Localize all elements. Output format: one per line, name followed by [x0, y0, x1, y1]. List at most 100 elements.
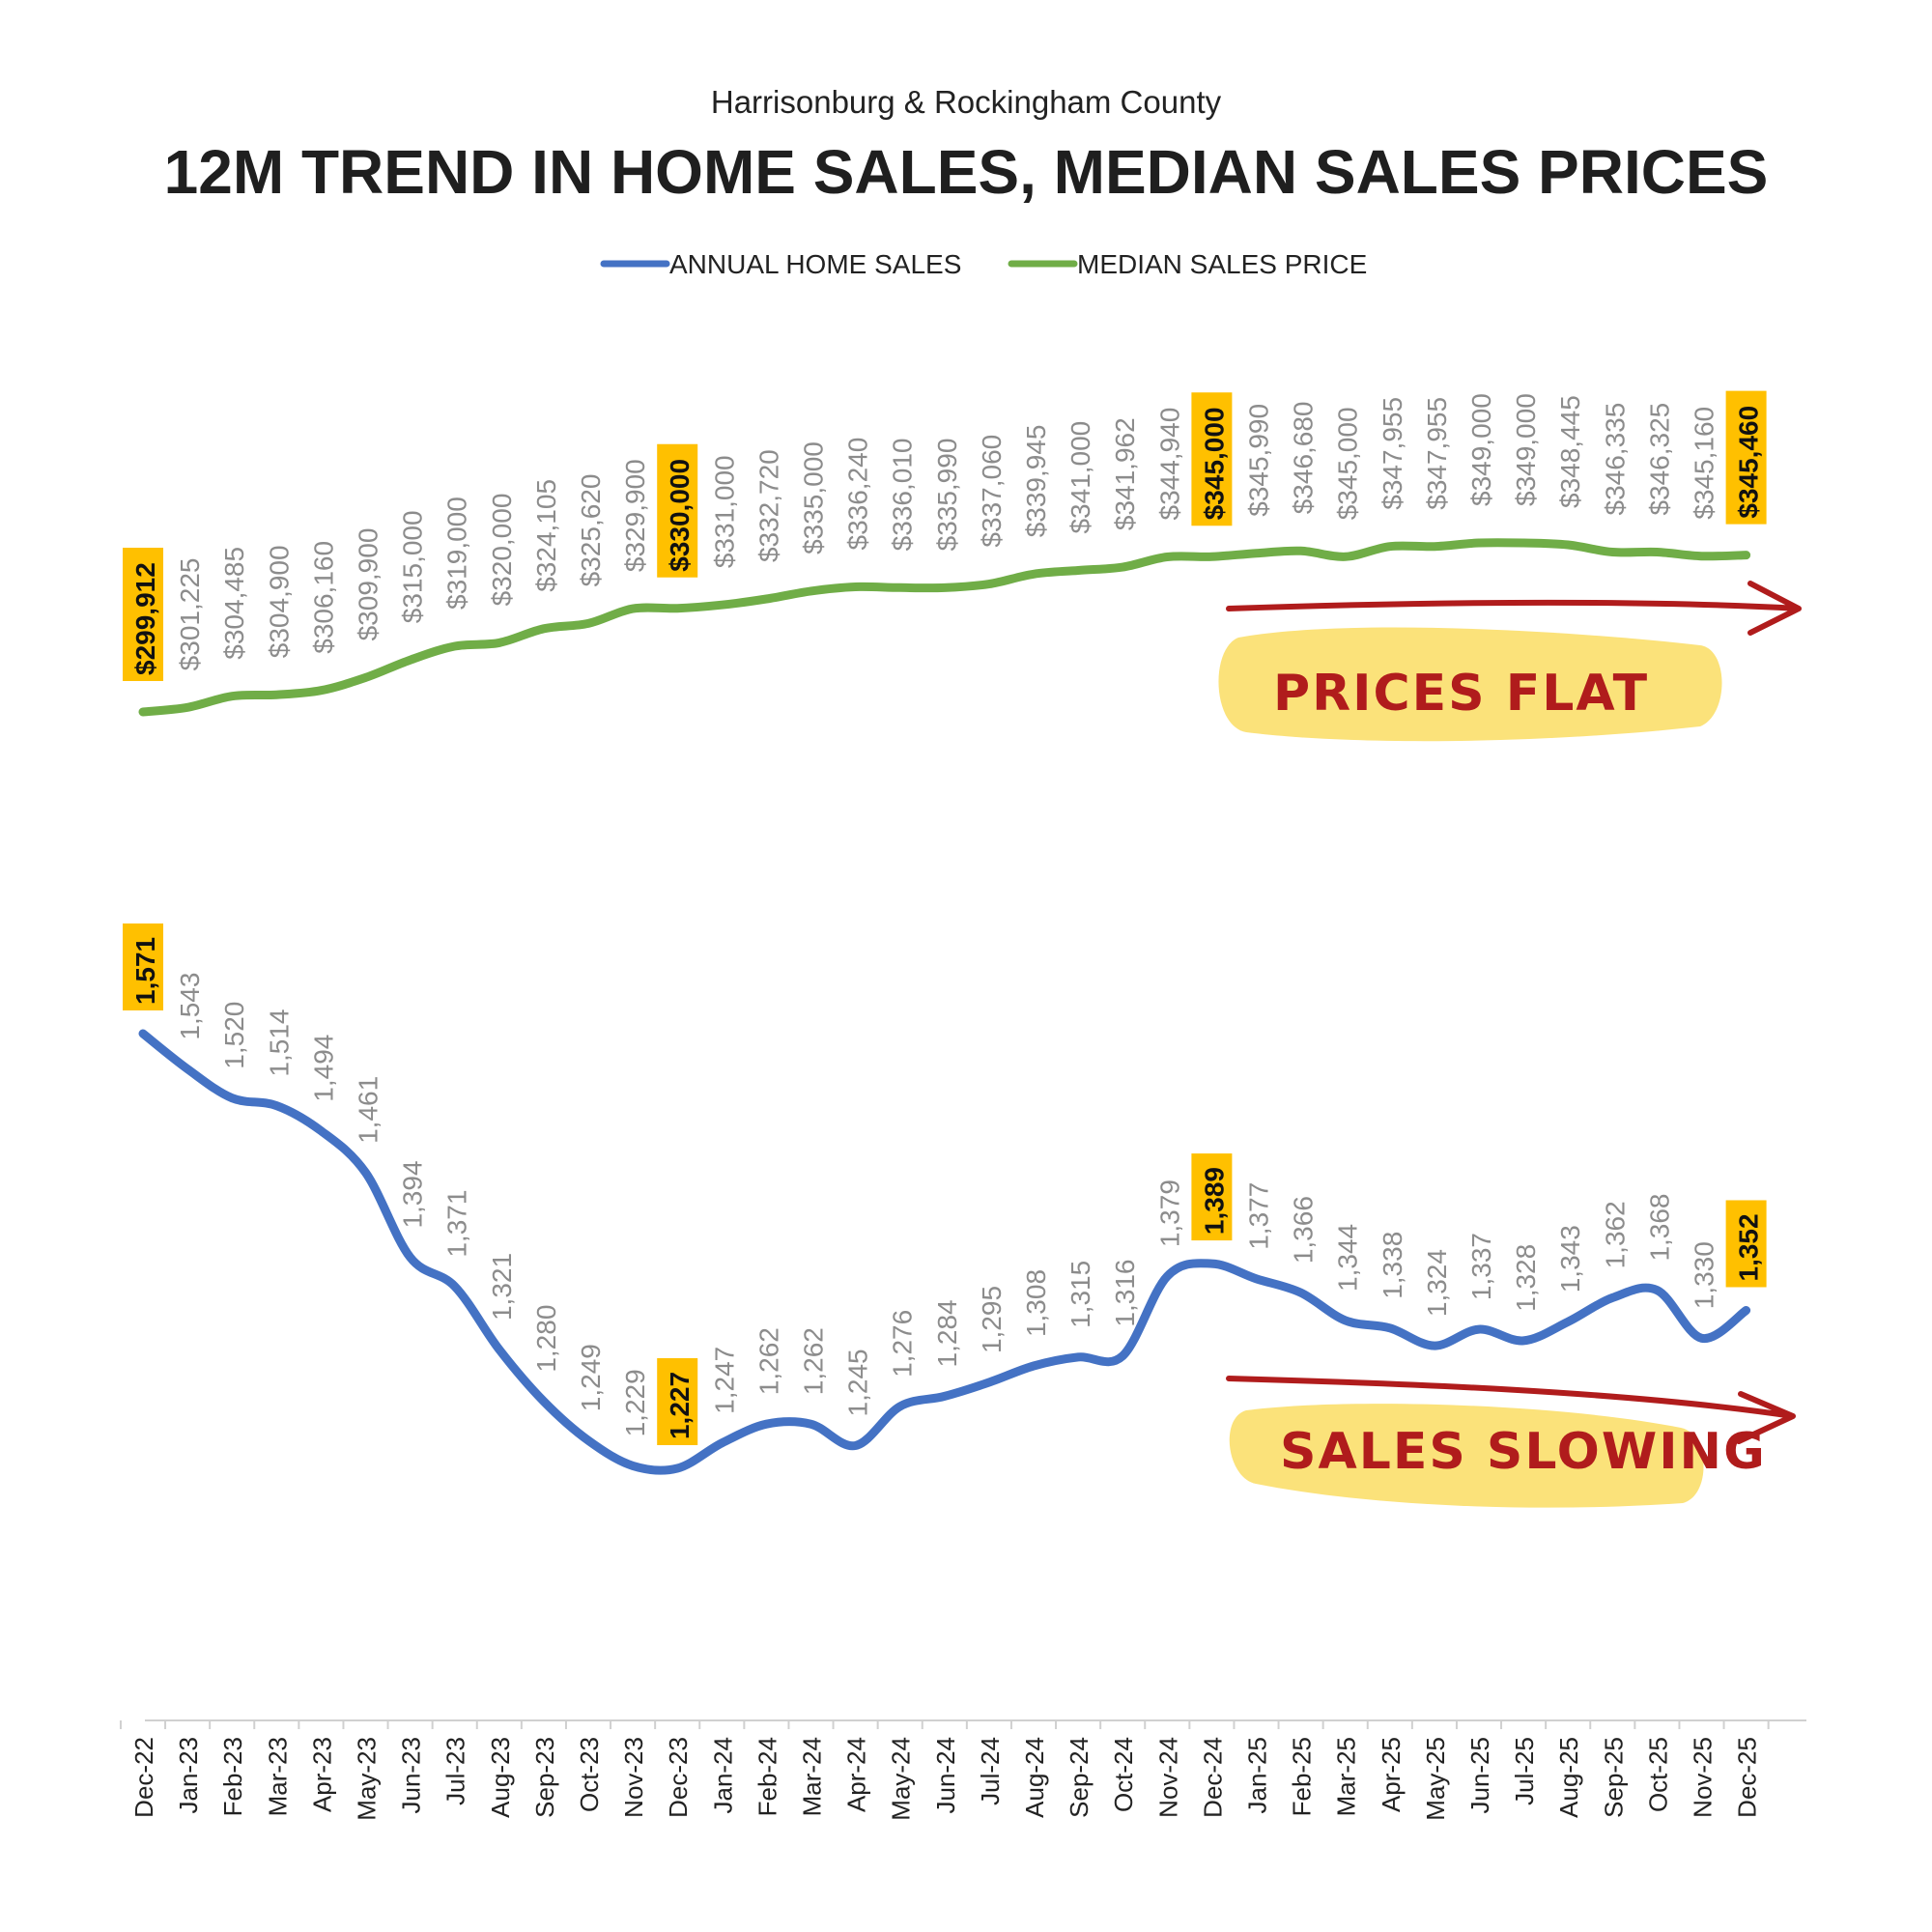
price-data-label: $301,225: [175, 558, 205, 671]
price-data-label: $345,160: [1690, 407, 1719, 520]
x-tick-label: Sep-24: [1065, 1737, 1094, 1818]
annotation-sales-text: SALES SLOWING: [1280, 1423, 1767, 1481]
legend-item-price: MEDIAN SALES PRICE: [1008, 249, 1367, 279]
price-data-label: $346,335: [1600, 403, 1630, 516]
price-data-label: $329,900: [620, 459, 650, 572]
x-tick-label: Nov-25: [1689, 1737, 1718, 1818]
price-data-label: $315,000: [398, 510, 428, 623]
x-tick-label: Jan-25: [1243, 1737, 1272, 1814]
sales-label-highlight: [657, 1358, 698, 1445]
x-tick-label: May-24: [887, 1737, 916, 1821]
sales-data-label: 1,324: [1422, 1249, 1452, 1317]
sales-label-highlight: [123, 923, 163, 1010]
x-tick-label: Nov-23: [619, 1737, 648, 1818]
x-tick-label: Aug-23: [486, 1737, 515, 1818]
x-tick-label: Apr-24: [842, 1737, 871, 1812]
price-data-label: $345,000: [1333, 407, 1363, 520]
x-tick-label: Jul-24: [976, 1737, 1005, 1805]
sales-data-label: 1,295: [977, 1286, 1007, 1353]
price-data-label: $299,912: [130, 562, 160, 675]
price-data-label: $347,955: [1378, 397, 1407, 510]
x-tick-label: Oct-24: [1109, 1737, 1138, 1812]
x-tick-label: Sep-25: [1599, 1737, 1628, 1818]
x-tick-label: Apr-23: [307, 1737, 336, 1812]
price-data-label: $346,680: [1289, 401, 1319, 514]
sales-data-label: 1,394: [398, 1160, 428, 1228]
price-data-label: $332,720: [753, 449, 783, 562]
x-tick-label: Dec-22: [129, 1737, 158, 1818]
legend-item-sales: ANNUAL HOME SALES: [600, 249, 961, 279]
price-data-label: $345,000: [1199, 407, 1229, 520]
price-data-label: $325,620: [576, 474, 606, 587]
sales-data-label: 1,330: [1690, 1241, 1719, 1309]
x-tick-label: Jan-23: [174, 1737, 203, 1814]
sales-data-label: 1,368: [1644, 1193, 1674, 1261]
x-axis: Dec-22 Jan-23 Feb-23 Mar-23 Apr-23 May-23 Jun-…: [119, 1719, 1806, 1821]
sales-data-label: 1,379: [1154, 1179, 1184, 1247]
x-tick-label: Feb-23: [218, 1737, 247, 1816]
price-label-highlight: [1191, 392, 1233, 526]
x-tick-label: May-25: [1421, 1737, 1450, 1821]
x-tick-label: Jan-24: [708, 1737, 737, 1814]
price-data-label: $339,945: [1021, 424, 1051, 537]
price-data-label: $335,000: [799, 441, 829, 554]
x-tick-label: Jun-23: [397, 1737, 426, 1814]
sales-data-label: 1,543: [175, 973, 205, 1040]
price-data-label: $345,990: [1244, 404, 1274, 517]
price-data-label: $349,000: [1511, 393, 1541, 506]
sales-data-label: 1,520: [219, 1002, 249, 1069]
price-data-label: $304,900: [264, 545, 294, 658]
sales-data-label: 1,571: [130, 937, 160, 1005]
chart-subtitle: Harrisonburg & Rockingham County: [711, 84, 1222, 120]
x-tick-label: Jul-25: [1510, 1737, 1539, 1805]
price-data-label: $345,460: [1734, 406, 1764, 519]
chart-title: 12M TREND IN HOME SALES, MEDIAN SALES PR…: [164, 137, 1769, 207]
x-tick-label: Jul-23: [441, 1737, 470, 1805]
x-tick-label: Oct-25: [1643, 1737, 1672, 1812]
sales-data-label: 1,245: [843, 1349, 873, 1416]
x-tick-label: Sep-23: [530, 1737, 559, 1818]
legend-label-sales: ANNUAL HOME SALES: [669, 249, 961, 279]
sales-data-label: 1,321: [487, 1253, 517, 1321]
series-sales: 1,571 1,543 1,520 1,514 1,494 1,461 1,394 1,371…: [123, 923, 1767, 1475]
sales-label-highlight: [1725, 1200, 1767, 1288]
sales-data-label: 1,343: [1555, 1225, 1585, 1293]
sales-data-label: 1,308: [1021, 1269, 1051, 1337]
price-data-label: $341,000: [1065, 421, 1095, 534]
sales-data-label: 1,229: [620, 1369, 650, 1436]
sales-data-label: 1,366: [1289, 1196, 1319, 1264]
price-data-label: $335,990: [932, 439, 962, 552]
x-tick-label: May-23: [353, 1737, 382, 1821]
sales-data-label: 1,315: [1065, 1261, 1095, 1328]
x-tick-label: Dec-24: [1198, 1737, 1227, 1818]
sales-data-label: 1,514: [264, 1009, 294, 1076]
price-data-label: $336,010: [888, 439, 918, 552]
price-data-label: $341,962: [1110, 417, 1140, 530]
price-data-label: $337,060: [977, 435, 1007, 548]
sales-data-label: 1,262: [753, 1327, 783, 1395]
arrow-sales-shaft: [1226, 1376, 1796, 1444]
annotation-prices-text: PRICES FLAT: [1273, 665, 1649, 723]
price-data-label: $324,105: [531, 479, 561, 592]
price-data-label: $309,900: [354, 528, 384, 641]
x-tick-label: Mar-25: [1332, 1737, 1361, 1816]
x-tick-label: Feb-25: [1288, 1737, 1317, 1816]
sales-data-label: 1,262: [799, 1327, 829, 1395]
sales-data-label: 1,377: [1244, 1182, 1274, 1250]
sales-data-label: 1,338: [1378, 1232, 1407, 1299]
x-tick-label: Jun-25: [1465, 1737, 1494, 1814]
price-data-label: $304,485: [219, 547, 249, 660]
x-tick-label: Aug-25: [1554, 1737, 1583, 1818]
sales-data-label: 1,276: [888, 1310, 918, 1378]
sales-data-label: 1,284: [932, 1299, 962, 1367]
sales-data-label: 1,280: [531, 1305, 561, 1373]
x-tick-label: Mar-23: [263, 1737, 292, 1816]
price-data-label: $330,000: [665, 459, 695, 572]
x-tick-label: Jun-24: [931, 1737, 960, 1814]
sales-label-highlight: [1191, 1153, 1233, 1241]
sales-data-label: 1,328: [1511, 1244, 1541, 1312]
price-data-label: $336,240: [843, 438, 873, 551]
price-label-highlight: [657, 443, 698, 578]
arrow-prices-shaft: [1226, 581, 1802, 636]
